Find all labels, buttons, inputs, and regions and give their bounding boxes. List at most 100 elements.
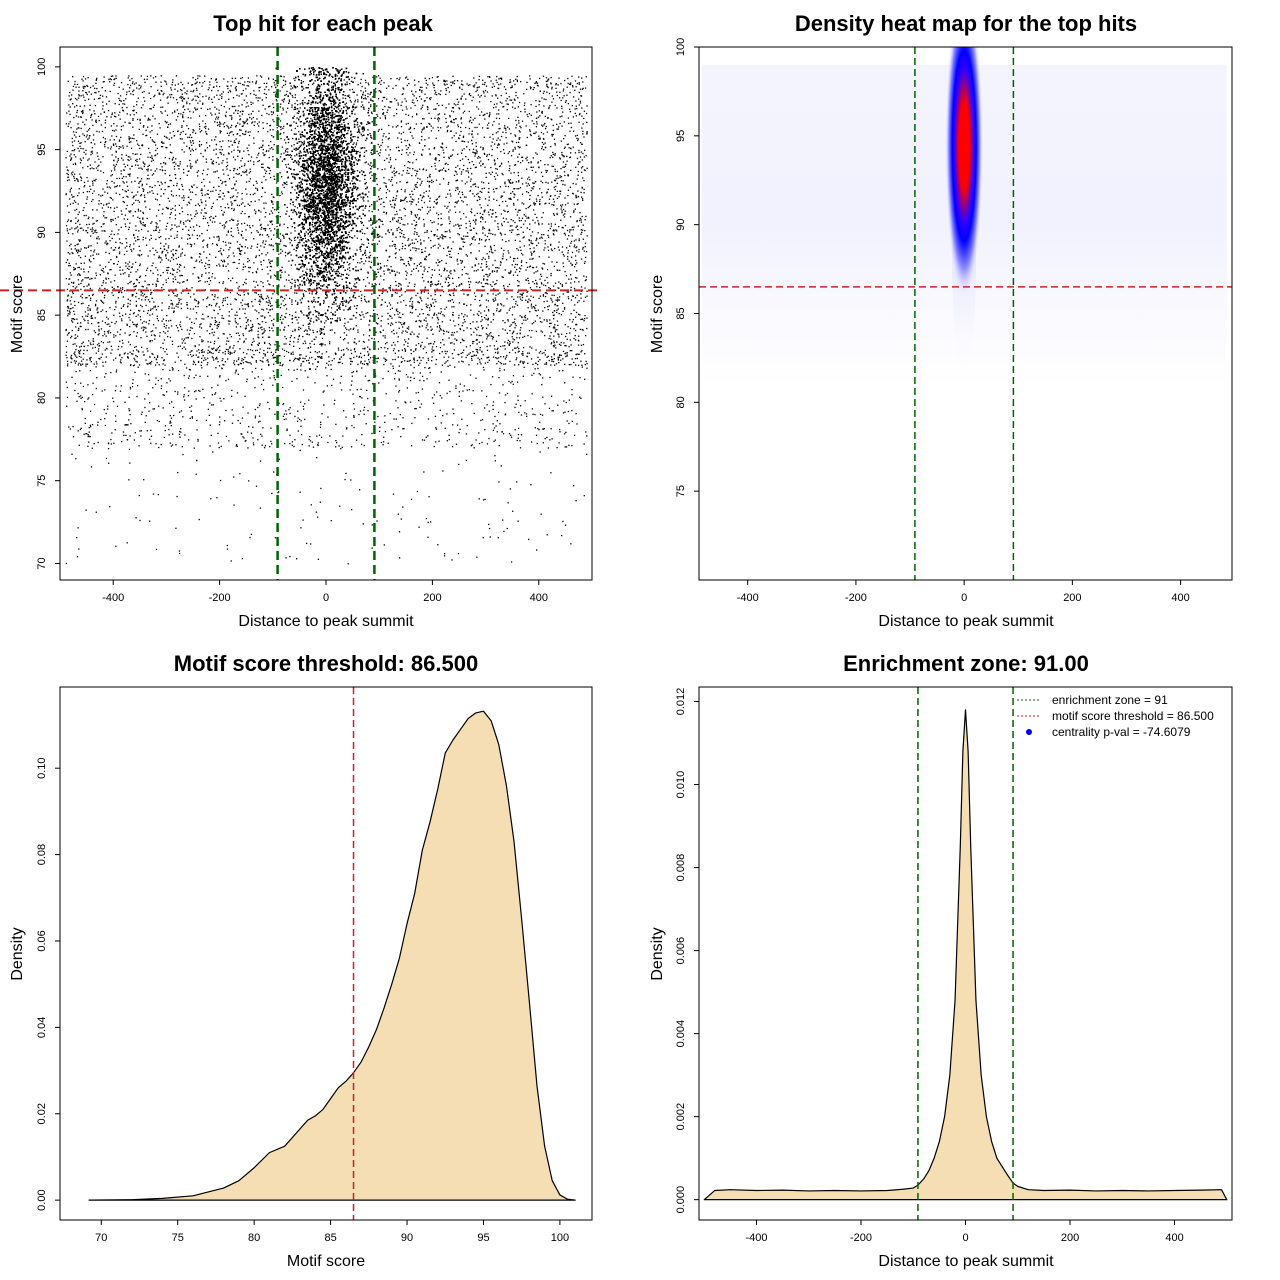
scatter-point [354,338,356,340]
scatter-point [350,479,352,481]
scatter-point [559,116,561,118]
scatter-point [462,390,464,392]
scatter-point [363,108,365,110]
scatter-point [299,235,301,237]
scatter-point [77,350,80,352]
scatter-point [542,377,544,379]
scatter-point [323,209,325,211]
scatter-point [499,232,501,234]
scatter-point [389,288,391,290]
scatter-point [495,216,497,218]
scatter-point [338,284,341,287]
scatter-point [166,382,168,384]
scatter-point [358,355,361,358]
scatter-point [404,348,406,350]
scatter-point [228,146,230,148]
scatter-point [355,266,357,268]
scatter-point [308,90,311,93]
scatter-point [398,531,401,533]
scatter-point [479,212,481,214]
scatter-point [394,344,396,346]
scatter-point [78,188,80,190]
scatter-point [545,363,548,365]
scatter-point [427,292,430,294]
scatter-point [584,363,586,366]
scatter-point [144,100,146,102]
scatter-point [341,101,344,103]
scatter-point [335,213,337,215]
scatter-point [138,238,140,241]
scatter-point [381,169,383,171]
scatter-point [190,326,192,329]
scatter-point [486,345,488,348]
scatter-point [266,351,269,353]
scatter-point [382,96,384,99]
scatter-point [189,220,191,223]
scatter-point [564,146,566,148]
scatter-point [243,340,246,342]
scatter-point [416,181,419,184]
scatter-point [517,437,519,439]
scatter-point [172,79,174,81]
scatter-point [229,197,232,199]
scatter-point [171,257,173,259]
scatter-point [488,115,491,117]
scatter-point [393,348,395,350]
scatter-point [323,246,325,249]
scatter-point [512,181,514,184]
scatter-point [582,248,584,250]
scatter-point [457,223,459,225]
scatter-point [507,285,509,288]
scatter-point [452,149,454,151]
scatter-point [264,355,266,357]
scatter-point [485,306,488,308]
scatter-point [486,334,489,336]
scatter-point [417,240,419,243]
scatter-point [66,230,69,232]
scatter-point [424,247,427,249]
scatter-point [236,392,239,394]
scatter-point [82,75,85,78]
scatter-point [218,196,220,198]
scatter-point [118,146,120,148]
scatter-point [271,113,273,116]
scatter-point [383,544,385,546]
scatter-point [460,352,462,355]
scatter-point [125,176,127,178]
scatter-point [447,285,449,287]
scatter-point [387,106,390,108]
scatter-point [122,103,124,105]
scatter-point [312,216,314,218]
scatter-point [187,97,189,99]
scatter-point [188,229,190,231]
scatter-point [225,435,228,438]
scatter-point [169,272,172,274]
scatter-point [511,306,514,308]
scatter-point [478,359,481,361]
scatter-point [484,234,486,236]
scatter-point [150,308,152,310]
scatter-point [88,431,90,433]
scatter-point [457,124,459,126]
scatter-point [363,97,365,100]
scatter-point [361,261,363,263]
scatter-point [119,353,121,356]
scatter-point [109,325,111,328]
scatter-point [72,307,74,309]
scatter-point [552,285,555,287]
scatter-point [539,138,541,140]
scatter-point [242,263,245,265]
scatter-point [396,171,398,173]
scatter-point [139,119,141,121]
scatter-point [520,226,522,229]
scatter-point [424,288,426,290]
scatter-point [323,198,325,201]
scatter-point [246,119,249,121]
scatter-point [239,317,241,320]
scatter-point [526,144,528,146]
scatter-point [125,238,127,240]
scatter-point [457,165,459,167]
scatter-point [461,338,464,340]
scatter-point [380,203,382,205]
scatter-point [370,151,372,154]
